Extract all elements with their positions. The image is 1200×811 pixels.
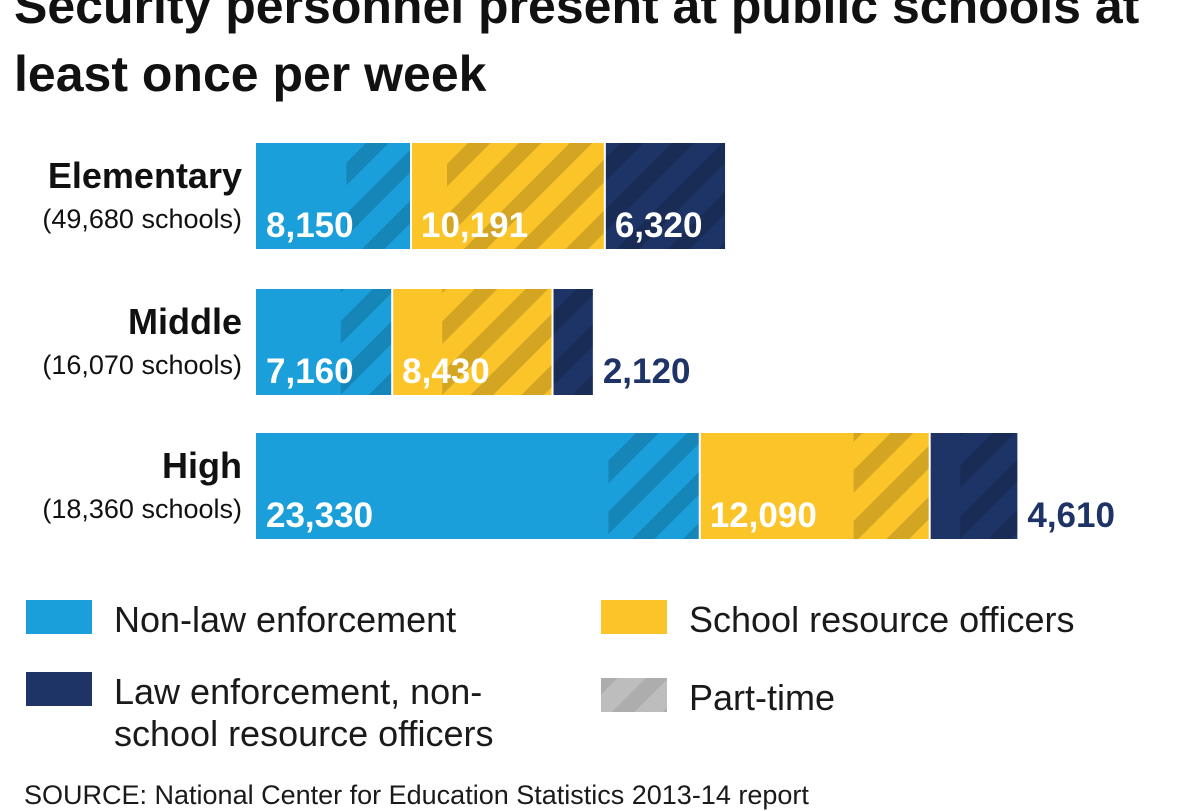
legend-label-law-enforcement-non-sro-line2: school resource officers	[114, 713, 494, 754]
value-label-middle-non-law-enforcement: 7,160	[266, 352, 354, 391]
value-label-elementary-law-enforcement-non-school-resource-officers: 6,320	[615, 206, 703, 245]
legend-swatch-tint	[601, 678, 667, 712]
category-label-middle: Middle	[128, 301, 242, 342]
value-label-high-law-enforcement-non-school-resource-officers: 4,610	[1027, 496, 1115, 535]
part-time-high-law-enforcement-non-school-resource-officers	[960, 433, 1018, 539]
value-label-middle-law-enforcement-non-school-resource-officers: 2,120	[603, 352, 691, 391]
part-time-elementary-law-enforcement-non-school-resource-officers	[604, 143, 726, 249]
part-time-middle-non-law-enforcement	[340, 289, 393, 395]
category-sublabel-elementary: (49,680 schools)	[42, 204, 242, 234]
value-label-high-non-law-enforcement: 23,330	[266, 496, 373, 535]
part-time-middle-law-enforcement-non-school-resource-officers	[552, 289, 593, 395]
part-time-high-school-resource-officers	[853, 433, 930, 539]
part-time-high-non-law-enforcement	[608, 433, 700, 539]
legend-swatch-hatch	[601, 678, 667, 712]
value-label-elementary-non-law-enforcement: 8,150	[266, 206, 354, 245]
value-label-high-school-resource-officers: 12,090	[710, 496, 817, 535]
legend-swatch-law-enforcement-non-sro	[26, 672, 92, 706]
legend-label-school-resource-officers: School resource officers	[689, 599, 1075, 640]
part-time-elementary-school-resource-officers	[446, 143, 605, 249]
category-label-elementary: Elementary	[48, 155, 242, 196]
legend-label-non-law-enforcement: Non-law enforcement	[114, 599, 456, 640]
category-label-high: High	[162, 445, 242, 486]
value-label-middle-school-resource-officers: 8,430	[402, 352, 490, 391]
value-label-elementary-school-resource-officers: 10,191	[421, 206, 528, 245]
legend-label-part-time: Part-time	[689, 677, 835, 718]
part-time-elementary-non-law-enforcement	[346, 143, 412, 249]
source-note: SOURCE: National Center for Education St…	[24, 780, 809, 810]
part-time-middle-school-resource-officers	[442, 289, 553, 395]
chart-title: Security personnel present at public sch…	[14, 0, 1140, 102]
legend-swatch-non-law-enforcement	[26, 600, 92, 634]
category-sublabel-high: (18,360 schools)	[42, 494, 242, 524]
category-sublabel-middle: (16,070 schools)	[42, 350, 242, 380]
legend-swatch-school-resource-officers	[601, 600, 667, 634]
legend-label-law-enforcement-non-sro: Law enforcement, non-	[114, 671, 482, 712]
